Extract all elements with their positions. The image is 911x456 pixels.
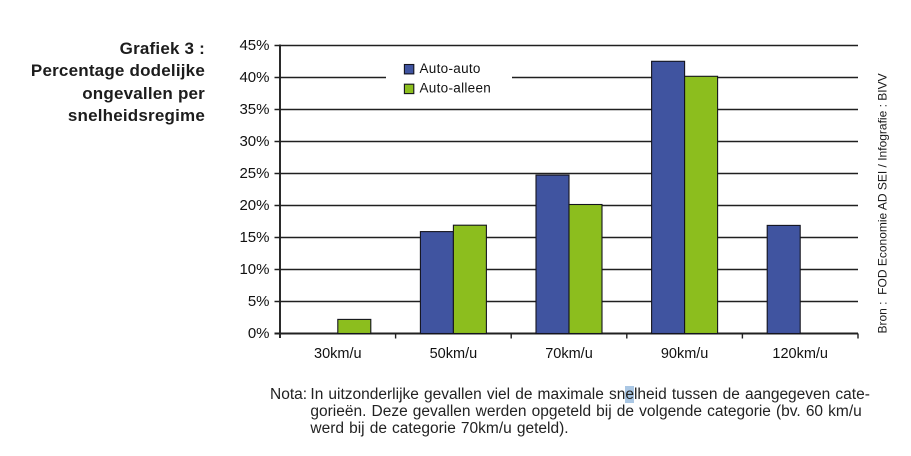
- svg-text:50km/u: 50km/u: [430, 346, 478, 362]
- svg-text:40%: 40%: [239, 69, 269, 86]
- svg-text:Auto-alleen: Auto-alleen: [420, 81, 492, 96]
- svg-text:90km/u: 90km/u: [661, 346, 709, 362]
- svg-text:120km/u: 120km/u: [772, 346, 828, 362]
- svg-text:20%: 20%: [239, 197, 269, 214]
- svg-text:30%: 30%: [239, 133, 269, 150]
- svg-text:35%: 35%: [239, 101, 269, 118]
- svg-text:5%: 5%: [248, 293, 270, 310]
- svg-text:45%: 45%: [239, 37, 269, 54]
- svg-text:30km/u: 30km/u: [314, 346, 362, 362]
- svg-text:25%: 25%: [239, 165, 269, 182]
- svg-text:10%: 10%: [239, 261, 269, 278]
- svg-text:0%: 0%: [248, 325, 270, 342]
- svg-text:15%: 15%: [239, 229, 269, 246]
- svg-text:Bron : FOD Economie AD SEI /: Bron : FOD Economie AD SEI / Infografie …: [875, 73, 889, 333]
- svg-text:70km/u: 70km/u: [545, 346, 593, 362]
- svg-text:Auto-auto: Auto-auto: [420, 61, 481, 76]
